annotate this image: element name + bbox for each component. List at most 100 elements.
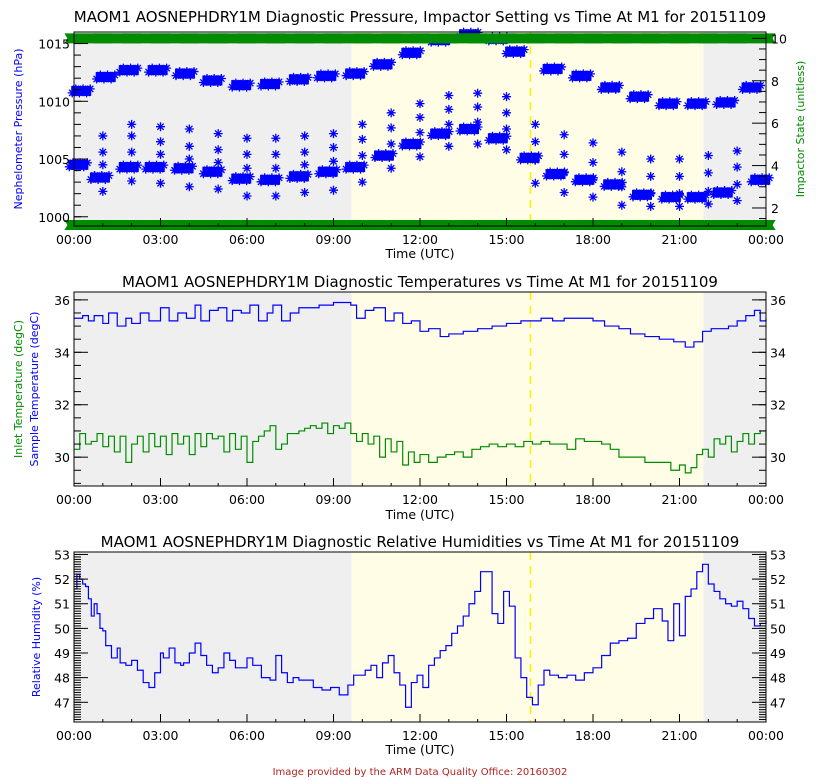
asterisk-mark xyxy=(745,84,755,94)
cluster-point xyxy=(614,80,624,90)
pressure-cluster xyxy=(539,62,567,76)
asterisk-mark xyxy=(104,171,114,180)
humidity-chart-title: MAOM1 AOSNEPHDRY1M Diagnostic Relative H… xyxy=(101,533,740,551)
pressure-cluster xyxy=(312,69,340,83)
cluster-point xyxy=(227,176,237,186)
pressure-transition-point xyxy=(502,145,511,155)
cluster-point xyxy=(643,90,653,100)
asterisk-mark xyxy=(516,155,526,165)
cluster-point xyxy=(299,76,309,86)
asterisk-mark xyxy=(245,172,255,182)
asterisk-mark xyxy=(408,137,418,147)
asterisk-mark xyxy=(557,62,567,72)
cluster-point xyxy=(152,160,162,170)
asterisk-mark xyxy=(175,67,185,77)
asterisk-mark xyxy=(703,199,713,209)
asterisk-mark xyxy=(127,131,137,141)
asterisk-mark xyxy=(625,94,635,104)
asterisk-mark xyxy=(397,141,407,151)
pressure-transition-point xyxy=(156,122,165,132)
asterisk-mark xyxy=(118,63,128,73)
cluster-point xyxy=(473,122,483,132)
asterisk-mark xyxy=(348,164,358,174)
asterisk-mark xyxy=(741,80,751,90)
asterisk-mark xyxy=(303,72,313,82)
asterisk-mark xyxy=(502,145,511,155)
asterisk-mark xyxy=(202,165,212,175)
asterisk-mark xyxy=(675,171,684,181)
asterisk-mark xyxy=(289,72,298,82)
pressure-cluster xyxy=(567,69,595,83)
y-right-tick-label: 47 xyxy=(770,695,786,710)
pressure-transition-point xyxy=(271,133,281,143)
asterisk-mark xyxy=(585,69,595,79)
cluster-point xyxy=(369,61,379,71)
asterisk-mark xyxy=(571,69,581,79)
cluster-point xyxy=(405,141,415,151)
asterisk-mark xyxy=(67,88,77,98)
asterisk-mark xyxy=(530,178,540,188)
pressure-transition-point xyxy=(444,141,454,151)
asterisk-mark xyxy=(170,165,180,175)
y-right-tick-label: 49 xyxy=(770,646,786,661)
asterisk-mark xyxy=(162,63,172,73)
asterisk-mark xyxy=(156,149,165,159)
asterisk-mark xyxy=(694,97,704,107)
pressure-cluster xyxy=(314,165,342,179)
cluster-point xyxy=(607,80,617,90)
cluster-point xyxy=(122,67,132,77)
asterisk-mark xyxy=(433,131,443,141)
asterisk-mark xyxy=(703,186,713,196)
asterisk-mark xyxy=(690,194,700,204)
cluster-point xyxy=(730,95,740,105)
asterisk-mark xyxy=(93,175,103,184)
asterisk-mark xyxy=(738,84,748,94)
asterisk-mark xyxy=(98,131,108,141)
asterisk-mark xyxy=(588,175,598,185)
cluster-point xyxy=(757,173,767,183)
cluster-point xyxy=(719,99,729,109)
y-right-tick-label: 6 xyxy=(771,116,779,131)
pressure-transition-point xyxy=(703,168,713,178)
cluster-point xyxy=(178,71,188,81)
asterisk-mark xyxy=(412,141,422,151)
asterisk-mark xyxy=(185,71,195,81)
asterisk-mark xyxy=(159,160,169,170)
asterisk-mark xyxy=(426,131,436,141)
y-right-tick-label: 36 xyxy=(770,293,786,308)
x-tick-label: 18:00 xyxy=(575,232,611,247)
cluster-point xyxy=(303,72,313,82)
cluster-point xyxy=(383,61,393,71)
cluster-point xyxy=(372,57,382,67)
cluster-point xyxy=(267,173,277,183)
cluster-point xyxy=(303,169,313,179)
asterisk-mark xyxy=(746,177,756,187)
asterisk-mark xyxy=(556,171,566,181)
asterisk-mark xyxy=(502,131,512,141)
pressure-transition-point xyxy=(386,163,396,173)
asterisk-mark xyxy=(753,177,763,187)
cluster-point xyxy=(67,88,77,98)
asterisk-mark xyxy=(216,74,226,83)
asterisk-mark xyxy=(115,164,125,174)
footer-credit: Image provided by the ARM Data Quality O… xyxy=(273,767,568,778)
asterisk-mark xyxy=(118,160,128,170)
cluster-point xyxy=(85,84,95,94)
pressure-cluster xyxy=(64,158,92,172)
cluster-point xyxy=(374,149,384,159)
asterisk-mark xyxy=(719,99,729,109)
asterisk-mark xyxy=(209,74,219,83)
cluster-point xyxy=(260,173,270,183)
pressure-cluster xyxy=(625,90,653,104)
cluster-point xyxy=(567,73,577,83)
night-shading xyxy=(703,552,766,722)
cluster-point xyxy=(581,173,591,183)
asterisk-mark xyxy=(384,153,394,163)
cluster-point xyxy=(148,164,158,174)
asterisk-mark xyxy=(78,84,88,94)
pressure-transition-point xyxy=(617,200,627,210)
asterisk-mark xyxy=(327,73,337,83)
asterisk-mark xyxy=(730,95,740,105)
asterisk-mark xyxy=(85,84,95,94)
cluster-point xyxy=(126,63,136,73)
